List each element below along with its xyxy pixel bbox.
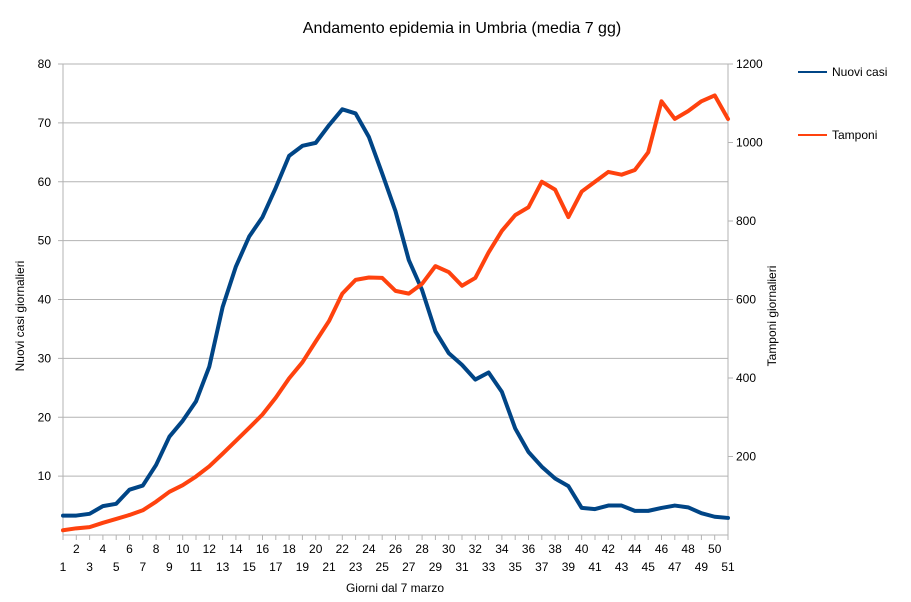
x-axis-title: Giorni dal 7 marzo [346,581,444,595]
x-tick-label: 49 [695,560,709,574]
x-tick-label: 47 [668,560,682,574]
x-tick-label: 12 [203,542,217,556]
x-tick-label: 39 [562,560,576,574]
x-tick-label: 11 [190,560,203,574]
left-axis-title: Nuovi casi giornalieri [13,261,27,372]
x-tick-label: 31 [455,560,469,574]
x-tick-label: 14 [229,542,243,556]
x-tick-label: 35 [509,560,523,574]
right-tick-label: 800 [736,214,756,228]
x-tick-label: 26 [389,542,403,556]
x-tick-label: 38 [548,542,562,556]
x-tick-label: 13 [216,560,230,574]
left-tick-label: 60 [38,175,52,189]
series-lines [61,93,730,533]
x-tick-label: 40 [575,542,589,556]
x-tick-label: 20 [309,542,323,556]
x-tick-label: 46 [655,542,669,556]
x-tick-label: 18 [282,542,296,556]
left-tick-label: 80 [38,57,52,71]
x-tick-label: 4 [100,542,107,556]
x-tick-label: 8 [153,542,160,556]
chart-title: Andamento epidemia in Umbria (media 7 gg… [303,20,621,37]
x-axis-ticks: 1234567891011121314151617181920212223242… [60,535,735,574]
x-tick-label: 10 [176,542,190,556]
x-tick-label: 25 [376,560,390,574]
x-tick-label: 48 [681,542,695,556]
left-tick-label: 50 [38,234,52,248]
x-tick-label: 37 [535,560,549,574]
x-tick-label: 1 [60,560,67,574]
x-tick-label: 24 [362,542,376,556]
x-tick-label: 2 [73,542,80,556]
x-tick-label: 43 [615,560,629,574]
left-tick-label: 20 [38,410,52,424]
left-tick-label: 10 [38,469,52,483]
x-tick-label: 21 [322,560,336,574]
x-tick-label: 44 [628,542,642,556]
gridlines [63,63,728,477]
left-tick-label: 30 [38,351,52,365]
left-tick-label: 70 [38,116,52,130]
right-tick-label: 200 [736,450,756,464]
x-tick-label: 29 [429,560,443,574]
right-axis-title: Tamponi giornalieri [765,266,779,367]
x-tick-label: 23 [349,560,363,574]
x-tick-label: 41 [588,560,602,574]
x-tick-label: 42 [602,542,616,556]
legend-label: Tamponi [832,128,877,142]
x-tick-label: 5 [113,560,120,574]
x-tick-label: 19 [296,560,310,574]
x-tick-label: 3 [86,560,93,574]
x-tick-label: 15 [243,560,257,574]
x-tick-label: 22 [336,542,350,556]
x-tick-label: 50 [708,542,722,556]
right-tick-label: 1000 [736,136,763,150]
x-tick-label: 7 [139,560,146,574]
x-tick-label: 36 [522,542,536,556]
legend: Nuovi casi Tamponi [798,65,887,142]
x-tick-label: 34 [495,542,509,556]
series-line-nuovi-casi [61,107,730,520]
x-tick-label: 27 [402,560,416,574]
right-tick-label: 1200 [736,57,763,71]
x-tick-label: 28 [415,542,429,556]
left-axis-ticks: 10 20 30 40 50 60 70 80 [38,57,63,483]
x-tick-label: 45 [642,560,656,574]
series-line-tamponi [61,93,730,533]
x-tick-label: 9 [166,560,173,574]
left-tick-label: 40 [38,293,52,307]
x-tick-label: 32 [469,542,483,556]
right-tick-label: 600 [736,293,756,307]
legend-label: Nuovi casi [832,65,887,79]
x-tick-label: 51 [721,560,735,574]
right-axis-ticks: 200 400 600 800 1000 1200 [728,57,763,464]
x-tick-label: 33 [482,560,496,574]
x-tick-label: 16 [256,542,270,556]
x-tick-label: 17 [269,560,283,574]
x-tick-label: 30 [442,542,456,556]
right-tick-label: 400 [736,371,756,385]
x-tick-label: 6 [126,542,133,556]
